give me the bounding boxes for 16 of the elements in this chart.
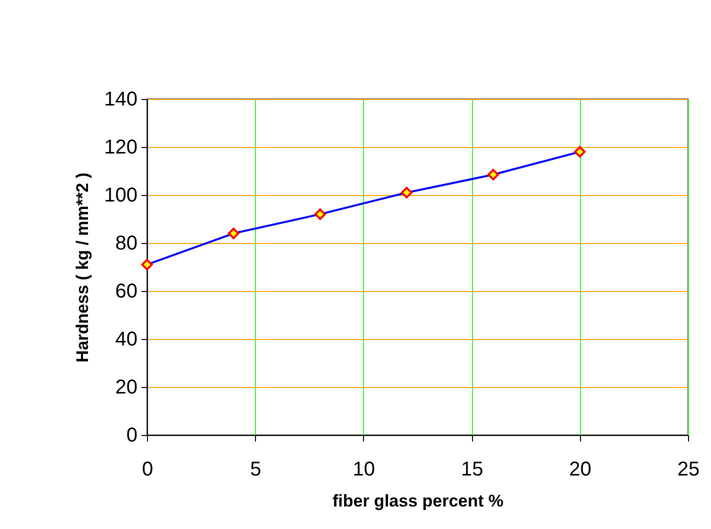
y-tick-label: 120 — [104, 136, 138, 158]
y-tick-label: 0 — [126, 424, 138, 446]
y-axis-title: Hardness ( kg / mm**2 ) — [73, 172, 92, 362]
y-tick-label: 140 — [104, 88, 138, 110]
x-tick-label: 5 — [250, 458, 262, 480]
x-tick-label: 20 — [569, 458, 592, 480]
x-tick-label: 10 — [352, 458, 376, 480]
x-tick-label: 25 — [677, 458, 700, 480]
y-tick-label: 100 — [104, 184, 138, 206]
x-axis-title: fiber glass percent % — [332, 492, 504, 510]
y-tick-label: 80 — [115, 232, 138, 254]
x-tick-label: 0 — [142, 458, 154, 480]
y-tick-label: 40 — [115, 328, 138, 350]
x-tick-label: 15 — [460, 458, 484, 480]
y-tick-label: 60 — [115, 280, 138, 302]
y-tick-label: 20 — [115, 376, 138, 398]
